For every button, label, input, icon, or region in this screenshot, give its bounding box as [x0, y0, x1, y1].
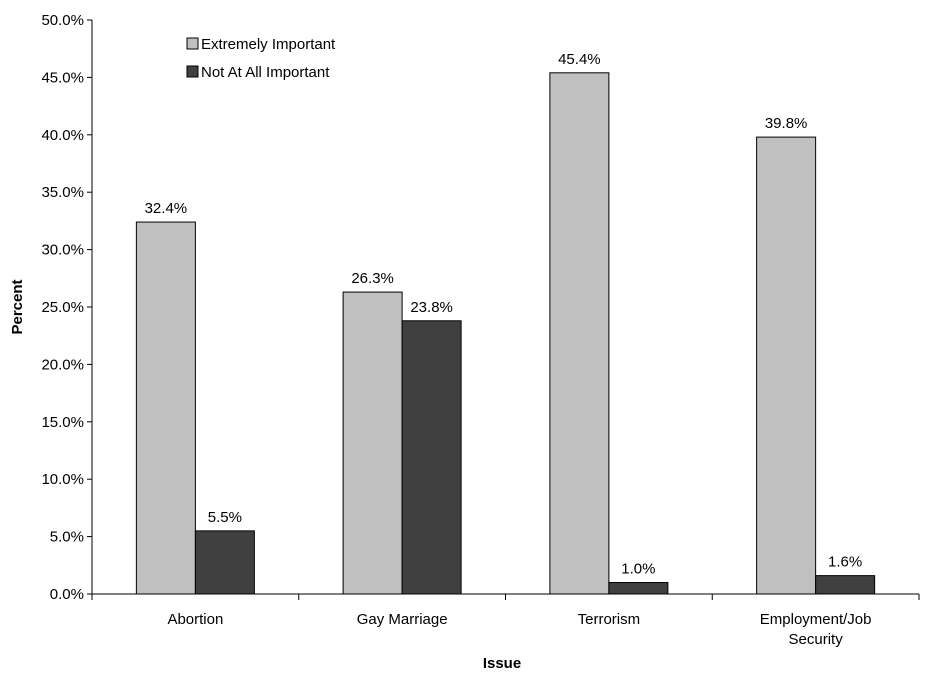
data-label-terrorism-not-at-all-important: 1.0% [621, 561, 655, 578]
bar-abortion-not-at-all-important [194, 530, 255, 595]
y-tick-label: 35.0% [41, 184, 84, 201]
x-tick-label-employment-job-security: Employment/Job Security [760, 611, 872, 648]
y-axis-title: Percent [9, 279, 26, 334]
y-tick-label: 25.0% [41, 299, 84, 316]
legend: Extremely Important Not At All Important [186, 36, 336, 81]
bar-employment-job-security-not-at-all-important [815, 575, 876, 595]
y-tick-label: 5.0% [50, 529, 84, 546]
legend-label-extremely-important: Extremely Important [201, 36, 336, 53]
data-label-abortion-extremely-important: 32.4% [145, 200, 188, 217]
data-label-abortion-not-at-all-important: 5.5% [208, 509, 242, 526]
y-tick-label: 30.0% [41, 242, 84, 259]
data-label-gay-marriage-not-at-all-important: 23.8% [410, 299, 453, 316]
legend-swatch-extremely-important [186, 37, 199, 50]
legend-label-not-at-all-important: Not At All Important [201, 64, 330, 81]
data-label-employment-job-security-not-at-all-important: 1.6% [828, 554, 862, 571]
x-tick-label-abortion: Abortion [167, 611, 223, 628]
y-tick-label: 0.0% [50, 586, 84, 603]
x-tick-label-gay-marriage: Gay Marriage [357, 611, 448, 628]
x-tick-label-terrorism: Terrorism [578, 611, 641, 628]
bar-terrorism-not-at-all-important [608, 582, 669, 595]
y-tick-label: 10.0% [41, 471, 84, 488]
y-tick-label: 20.0% [41, 356, 84, 373]
data-label-terrorism-extremely-important: 45.4% [558, 51, 601, 68]
y-tick-label: 45.0% [41, 69, 84, 86]
data-label-employment-job-security-extremely-important: 39.8% [765, 115, 808, 132]
legend-swatch-not-at-all-important [186, 65, 199, 78]
y-tick-label: 15.0% [41, 414, 84, 431]
bar-gay-marriage-not-at-all-important [401, 320, 462, 595]
x-axis-title: Issue [483, 655, 521, 672]
bar-abortion-extremely-important [135, 221, 196, 595]
y-tick-label: 50.0% [41, 12, 84, 29]
bar-terrorism-extremely-important [549, 72, 610, 595]
bar-gay-marriage-extremely-important [342, 291, 403, 595]
bar-employment-job-security-extremely-important [756, 136, 817, 595]
data-label-gay-marriage-extremely-important: 26.3% [351, 270, 394, 287]
y-tick-label: 40.0% [41, 127, 84, 144]
